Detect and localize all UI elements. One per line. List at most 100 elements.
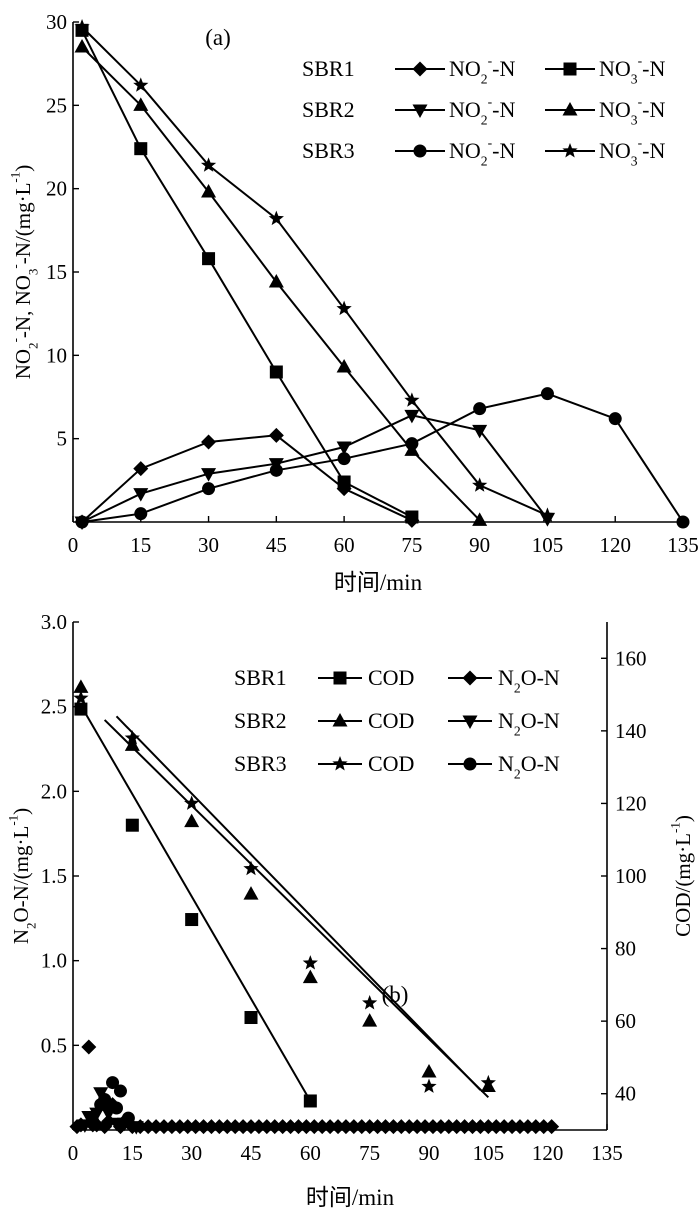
x-tick-label-a: 60 xyxy=(334,533,355,557)
point-sbr3-n2o xyxy=(110,1101,124,1115)
panel-label-a: (a) xyxy=(205,25,231,50)
point-sbr1-n2o xyxy=(164,1119,180,1135)
series-sbr3-no2 xyxy=(75,387,690,529)
point-sbr1-n2o xyxy=(275,1119,291,1135)
point-sbr3-cod xyxy=(184,795,200,810)
point-sbr2-no3 xyxy=(336,359,352,373)
point-sbr1-n2o xyxy=(512,1119,528,1135)
y-tick-label-right-b: 80 xyxy=(615,937,636,961)
point-sbr2-cod xyxy=(73,679,89,693)
point-sbr1-n2o xyxy=(354,1119,370,1135)
x-tick-label-b: 15 xyxy=(122,1141,143,1165)
point-sbr2-n2o xyxy=(93,1087,109,1101)
point-sbr3-cod xyxy=(362,995,378,1010)
x-tick-label-a: 15 xyxy=(130,533,151,557)
legend-marker-a xyxy=(563,62,577,76)
point-sbr1-no3 xyxy=(269,365,283,379)
point-sbr1-n2o xyxy=(409,1119,425,1135)
point-sbr1-n2o xyxy=(449,1119,465,1135)
point-sbr3-cod xyxy=(243,860,259,876)
point-sbr3-no2 xyxy=(676,515,690,529)
point-sbr3-no2 xyxy=(75,515,89,529)
point-sbr3-cod xyxy=(480,1074,496,1090)
point-sbr2-no3 xyxy=(268,274,284,288)
series-line-sbr3-no2 xyxy=(81,392,684,523)
fit-line-sbr2-cod xyxy=(103,719,490,1099)
point-sbr2-no2 xyxy=(539,513,555,527)
point-sbr1-n2o xyxy=(290,1119,306,1135)
legend-b: SBR1 COD N2​O-N SBR2 COD N2​O-N SBR3 COD N2​O-N xyxy=(234,665,560,782)
point-sbr1-n2o xyxy=(322,1119,338,1135)
series-line-sbr2-no2 xyxy=(81,414,549,523)
point-sbr1-n2o xyxy=(425,1119,441,1135)
point-sbr1-cod xyxy=(303,1094,317,1108)
x-tick-label-a: 75 xyxy=(401,533,422,557)
y-tick-label-left-b: 3.0 xyxy=(41,610,67,634)
point-sbr1-n2o xyxy=(227,1119,243,1135)
legend-label-b: SBR3 xyxy=(234,751,287,776)
series-sbr1-cod xyxy=(74,702,317,1108)
x-tick-label-b: 120 xyxy=(532,1141,564,1165)
point-sbr1-cod xyxy=(125,818,139,832)
y-axis-label-a: NO2​-​-N, NO3​-​-N/(mg·L-1​) xyxy=(8,165,41,380)
y-tick-label-right-b: 160 xyxy=(615,646,647,670)
legend-marker-b xyxy=(462,670,478,686)
legend-text-b: N2​O-N xyxy=(498,665,560,696)
point-sbr1-n2o xyxy=(504,1119,520,1135)
point-sbr1-cod xyxy=(74,702,88,716)
series-sbr2-no3 xyxy=(74,39,488,526)
legend-a: SBR1 NO2​-​-N NO3​-​-N SBR2 NO2​-​-N NO3​-​-N… xyxy=(302,53,665,169)
legend-text-a: NO3​-​-N xyxy=(599,94,665,128)
y-tick-label-a: 15 xyxy=(46,260,67,284)
y-tick-label-left-b: 2.5 xyxy=(41,695,67,719)
point-sbr3-n2o xyxy=(113,1084,127,1098)
legend-text-a: NO3​-​-N xyxy=(599,135,665,169)
point-sbr1-no3 xyxy=(405,510,419,524)
point-sbr1-n2o xyxy=(417,1119,433,1135)
point-sbr3-no2 xyxy=(540,387,554,401)
point-sbr3-cod xyxy=(124,730,140,745)
point-sbr1-n2o xyxy=(306,1119,322,1135)
point-sbr2-no3 xyxy=(133,97,149,111)
y-tick-label-left-b: 2.0 xyxy=(41,779,67,803)
point-sbr3-no3 xyxy=(404,392,420,407)
point-sbr2-cod xyxy=(243,886,259,900)
point-sbr3-no3 xyxy=(200,157,217,172)
y-tick-label-a: 30 xyxy=(46,10,67,34)
point-sbr1-n2o xyxy=(544,1119,560,1135)
x-tick-label-a: 0 xyxy=(68,533,79,557)
y-tick-label-right-b: 140 xyxy=(615,719,647,743)
point-sbr2-cod xyxy=(124,737,140,751)
point-sbr1-n2o xyxy=(362,1119,378,1135)
legend-text-b: COD xyxy=(368,708,414,733)
point-sbr1-no2 xyxy=(133,461,149,477)
legend-marker-b xyxy=(333,671,347,685)
y-tick-label-left-b: 0.5 xyxy=(41,1033,67,1057)
y-tick-label-left-b: 1.5 xyxy=(41,864,67,888)
point-sbr2-cod xyxy=(302,969,318,984)
point-sbr1-n2o xyxy=(243,1119,259,1135)
point-sbr1-no3 xyxy=(202,252,216,266)
y-tick-label-right-b: 120 xyxy=(615,791,647,815)
legend-marker-a xyxy=(562,102,578,116)
y-tick-label-a: 10 xyxy=(46,343,67,367)
point-sbr3-no3 xyxy=(74,19,90,34)
point-sbr1-n2o xyxy=(148,1119,164,1135)
point-sbr3-n2o xyxy=(106,1076,120,1090)
legend-marker-b xyxy=(332,713,348,727)
point-sbr3-no3 xyxy=(133,77,149,92)
point-sbr1-n2o xyxy=(441,1119,457,1135)
legend-text-a: NO2​-​-N xyxy=(449,53,515,87)
point-sbr1-n2o xyxy=(472,1119,488,1135)
point-sbr2-no2 xyxy=(133,488,149,502)
point-sbr1-n2o xyxy=(536,1119,552,1135)
legend-text-b: COD xyxy=(368,665,414,690)
x-tick-label-b: 105 xyxy=(473,1141,505,1165)
legend-marker-b xyxy=(462,715,478,729)
point-sbr1-n2o xyxy=(528,1119,544,1135)
point-sbr2-no2 xyxy=(201,468,217,482)
point-sbr1-n2o xyxy=(180,1119,196,1135)
y-tick-label-right-b: 60 xyxy=(615,1009,636,1033)
point-sbr1-n2o xyxy=(267,1119,283,1135)
point-sbr3-no3 xyxy=(539,507,556,522)
